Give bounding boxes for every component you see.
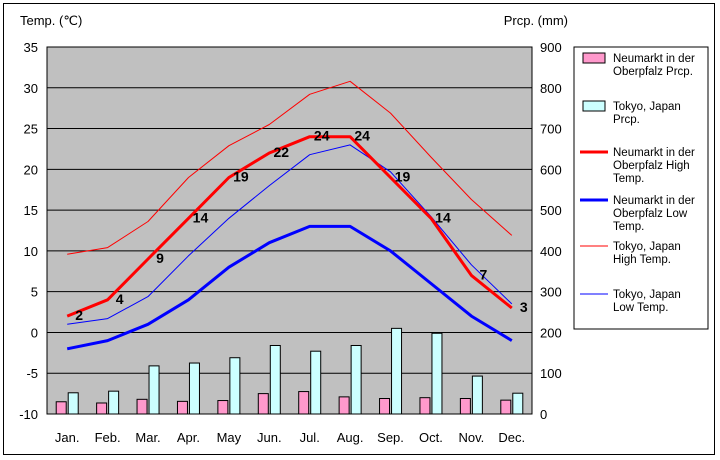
- legend-label: Temp.: [613, 173, 644, 185]
- right-tick-label: 900: [540, 40, 562, 55]
- right-tick-label: 600: [540, 162, 562, 177]
- bar-tokyo-prcp: [471, 375, 483, 415]
- legend-box: [573, 46, 709, 330]
- legend-label: Prcp.: [613, 114, 640, 126]
- bar-tokyo-prcp: [512, 392, 524, 415]
- left-tick-label: -10: [19, 407, 38, 422]
- right-tick-label: 200: [540, 325, 562, 340]
- right-tick-label: 100: [540, 366, 562, 381]
- data-label: 2: [75, 307, 83, 323]
- left-tick-label: 5: [31, 285, 38, 300]
- legend-label: Temp.: [613, 221, 644, 233]
- data-label: 14: [435, 209, 451, 225]
- right-tick-label: 500: [540, 203, 562, 218]
- bar-neumarkt-prcp: [136, 398, 148, 415]
- legend-label: Neumarkt in der: [613, 147, 695, 159]
- left-tick-label: 20: [24, 162, 38, 177]
- x-tick-label: Jun.: [257, 430, 282, 445]
- x-tick-label: Jul.: [300, 430, 320, 445]
- data-label: 14: [193, 209, 209, 225]
- right-tick-label: 400: [540, 244, 562, 259]
- bar-tokyo-prcp: [108, 390, 120, 415]
- legend-swatch: [582, 100, 606, 112]
- bar-neumarkt-prcp: [96, 402, 108, 415]
- left-tick-label: 25: [24, 122, 38, 137]
- bar-neumarkt-prcp: [500, 399, 512, 415]
- right-tick-label: 800: [540, 81, 562, 96]
- bar-tokyo-prcp: [188, 362, 200, 415]
- right-axis-label: Prcp. (mm): [504, 13, 568, 28]
- bar-tokyo-prcp: [269, 344, 281, 415]
- x-tick-label: Oct.: [419, 430, 443, 445]
- data-label: 19: [395, 168, 411, 184]
- legend-label: Tokyo, Japan: [613, 241, 681, 253]
- bar-neumarkt-prcp: [217, 400, 229, 415]
- bar-tokyo-prcp: [431, 332, 443, 415]
- left-tick-label: 0: [31, 325, 38, 340]
- left-tick-label: 30: [24, 81, 38, 96]
- neumarkt-high-line: [66, 135, 513, 318]
- bar-tokyo-prcp: [391, 327, 403, 415]
- bar-tokyo-prcp: [67, 392, 79, 415]
- data-label: 4: [116, 291, 124, 307]
- bar-neumarkt-prcp: [176, 400, 188, 415]
- data-label: 24: [354, 128, 370, 144]
- tokyo-low-line: [67, 144, 513, 325]
- x-tick-label: Sep.: [377, 430, 404, 445]
- data-label: 24: [314, 128, 330, 144]
- data-label: 7: [479, 266, 487, 282]
- x-tick-label: Jan.: [55, 430, 80, 445]
- legend-label: Oberpfalz Prcp.: [613, 66, 693, 78]
- legend-label: Oberpfalz Low: [613, 208, 688, 220]
- left-tick-label: 15: [24, 203, 38, 218]
- data-label: 9: [156, 250, 164, 266]
- bar-neumarkt-prcp: [298, 391, 310, 415]
- bar-neumarkt-prcp: [338, 396, 350, 415]
- left-tick-label: -5: [26, 366, 38, 381]
- legend-label: Tokyo, Japan: [613, 289, 681, 301]
- bar-tokyo-prcp: [310, 350, 322, 415]
- legend-label: High Temp.: [613, 254, 671, 266]
- legend-label: Oberpfalz High: [613, 160, 690, 172]
- right-tick-label: 300: [540, 285, 562, 300]
- x-tick-label: Apr.: [177, 430, 200, 445]
- right-tick-label: 700: [540, 122, 562, 137]
- x-tick-label: Feb.: [95, 430, 121, 445]
- left-tick-label: 10: [24, 244, 38, 259]
- legend-label: Neumarkt in der: [613, 195, 695, 207]
- data-label: 3: [520, 299, 528, 315]
- bar-neumarkt-prcp: [257, 393, 269, 415]
- right-tick-label: 0: [540, 407, 547, 422]
- bar-neumarkt-prcp: [379, 398, 391, 415]
- legend-label: Low Temp.: [613, 302, 668, 314]
- bar-tokyo-prcp: [148, 365, 160, 415]
- data-label: 19: [233, 168, 249, 184]
- plot-area: [46, 46, 533, 415]
- left-axis-label: Temp. (℃): [20, 13, 82, 28]
- bar-neumarkt-prcp: [419, 397, 431, 415]
- data-label: 22: [274, 144, 290, 160]
- bar-neumarkt-prcp: [459, 398, 471, 415]
- x-tick-label: Dec.: [498, 430, 525, 445]
- x-tick-label: Nov.: [458, 430, 484, 445]
- bar-neumarkt-prcp: [55, 401, 67, 415]
- x-tick-label: Aug.: [337, 430, 364, 445]
- x-tick-label: Mar.: [135, 430, 160, 445]
- left-tick-label: 35: [24, 40, 38, 55]
- legend-swatch: [582, 52, 606, 64]
- legend-label: Neumarkt in der: [613, 53, 695, 65]
- neumarkt-low-line: [66, 224, 513, 351]
- tokyo-high-line: [67, 80, 513, 255]
- bar-tokyo-prcp: [350, 344, 362, 415]
- legend-label: Tokyo, Japan: [613, 101, 681, 113]
- bar-tokyo-prcp: [229, 357, 241, 415]
- x-tick-label: May: [217, 430, 242, 445]
